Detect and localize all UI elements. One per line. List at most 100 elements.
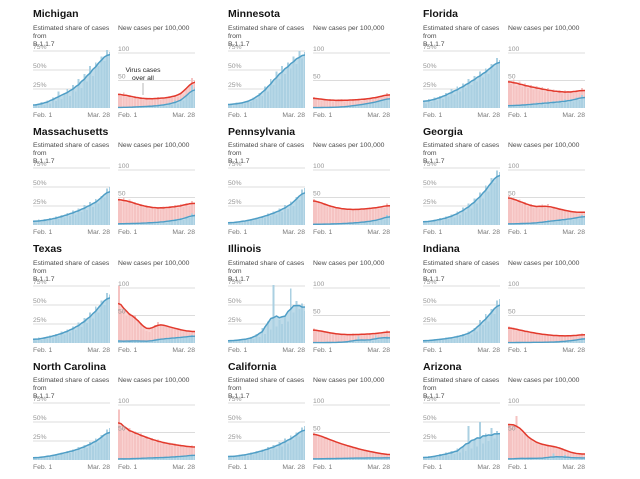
chart-pair: Estimated share of cases from B.1.1.7 75% 5… [228, 377, 390, 471]
x-label-start: Feb. 1 [118, 464, 138, 472]
share-chart-label-line2: B.1.1.7 [33, 275, 55, 283]
x-label-end: Mar. 28 [172, 111, 195, 119]
share-tick-label: 50% [228, 298, 242, 305]
cases-chart-label: New cases per 100,000 [118, 25, 195, 42]
cases-tick-label: 100 [313, 163, 325, 170]
cases-tick-label: 50 [508, 191, 516, 198]
share-tick-label: 75% [228, 396, 242, 403]
share-chart-block: Estimated share of cases from B.1.1.7 75% 5… [228, 377, 305, 471]
cases-chart-label: New cases per 100,000 [508, 142, 585, 159]
state-title: California [228, 360, 277, 373]
share-bars [423, 170, 500, 226]
cases-chart-block: New cases per 100,000 100 50 Virus cases ove… [118, 25, 195, 119]
tick-labels: 75% 50% 25% [423, 279, 437, 324]
x-label-end: Mar. 28 [477, 346, 500, 354]
share-tick-label: 25% [228, 82, 242, 89]
gridlines [508, 287, 585, 316]
cases-x-axis-labels: Feb. 1 Mar. 28 [508, 464, 585, 471]
share-chart-label-line2: B.1.1.7 [228, 40, 250, 48]
cases-trend-line [118, 199, 195, 209]
x-label-start: Feb. 1 [228, 229, 248, 237]
share-chart-label-line1: Estimated share of cases from [423, 24, 500, 40]
cases-x-axis-labels: Feb. 1 Mar. 28 [118, 112, 195, 119]
share-chart-label-line2: B.1.1.7 [423, 40, 445, 48]
cases-tick-label: 100 [313, 398, 325, 405]
share-chart-block: Estimated share of cases from B.1.1.7 75% 5… [33, 25, 110, 119]
cases-trend-line [508, 197, 585, 214]
share-tick-label: 50% [228, 415, 242, 422]
share-chart-label: Estimated share of cases from B.1.1.7 [423, 142, 500, 165]
gridlines [118, 287, 195, 316]
share-chart-label-line1: Estimated share of cases from [228, 24, 305, 40]
cases-chart: 100 50 [313, 398, 390, 461]
cases-chart-label-line1: New cases per 100,000 [313, 377, 385, 385]
cases-chart-label: New cases per 100,000 [508, 260, 585, 277]
share-bars [228, 425, 305, 461]
cases-chart-block: New cases per 100,000 100 50 Feb. 1 Mar. 28 [118, 142, 195, 236]
gridlines [313, 169, 390, 198]
tick-labels: 100 50 [118, 398, 130, 433]
share-chart-label-line2: B.1.1.7 [423, 158, 445, 166]
share-chart-block: Estimated share of cases from B.1.1.7 75% 5… [423, 377, 500, 471]
share-chart-label: Estimated share of cases from B.1.1.7 [423, 260, 500, 283]
share-bars [228, 50, 305, 108]
share-chart-block: Estimated share of cases from B.1.1.7 75% 5… [423, 260, 500, 354]
b117-trend-line [118, 88, 195, 108]
cases-chart: 100 50 [313, 163, 390, 226]
share-tick-label: 25% [33, 199, 47, 206]
share-chart-label-line2: B.1.1.7 [228, 393, 250, 401]
share-chart: 75% 50% 25% [228, 396, 305, 461]
cases-chart: 100 50 [118, 398, 195, 461]
cases-tick-label: 100 [508, 281, 520, 288]
share-chart-block: Estimated share of cases from B.1.1.7 75% 5… [33, 377, 110, 471]
x-label-start: Feb. 1 [423, 111, 443, 119]
share-bars [228, 284, 305, 343]
cases-chart-label-line1: New cases per 100,000 [118, 142, 190, 150]
share-chart: 75% 50% 25% [423, 44, 500, 108]
cases-chart-label-line1: New cases per 100,000 [313, 142, 385, 150]
share-tick-label: 25% [423, 199, 437, 206]
share-trend-line [423, 174, 500, 223]
cases-chart-label: New cases per 100,000 [313, 142, 390, 159]
cases-x-axis-labels: Feb. 1 Mar. 28 [508, 229, 585, 236]
state-panel-minnesota: Minnesota Estimated share of cases from B.… [228, 8, 390, 119]
chart-pair: Estimated share of cases from B.1.1.7 75% 5… [33, 142, 195, 236]
x-label-start: Feb. 1 [313, 229, 333, 237]
share-x-axis-labels: Feb. 1 Mar. 28 [423, 112, 500, 119]
share-tick-label: 25% [423, 317, 437, 324]
tick-labels: 100 50 [313, 163, 325, 198]
b117-cases-bars [508, 94, 585, 108]
state-title: Michigan [33, 8, 79, 20]
cases-chart-label: New cases per 100,000 [508, 377, 585, 394]
cases-chart-label-line1: New cases per 100,000 [313, 24, 385, 32]
b117-trend-line [313, 336, 390, 343]
tick-labels: 100 50 [508, 163, 520, 198]
share-tick-label: 50% [33, 298, 47, 305]
share-chart-label-line1: Estimated share of cases from [423, 142, 500, 158]
state-panel-illinois: Illinois Estimated share of cases from B.1… [228, 243, 390, 354]
cases-bars [508, 326, 585, 343]
state-title: Massachusetts [33, 125, 109, 138]
share-chart: 75% 50% 25% [423, 161, 500, 226]
x-label-end: Mar. 28 [87, 111, 110, 119]
share-chart-label: Estimated share of cases from B.1.1.7 [33, 25, 110, 48]
share-tick-label: 75% [33, 44, 47, 51]
x-label-start: Feb. 1 [228, 111, 248, 119]
share-tick-label: 50% [423, 180, 437, 187]
share-bars [423, 57, 500, 108]
share-x-axis-labels: Feb. 1 Mar. 28 [33, 229, 110, 236]
cases-bars [313, 199, 390, 226]
share-tick-label: 25% [33, 434, 47, 441]
share-chart-label-line2: B.1.1.7 [33, 393, 55, 401]
b117-trend-line [118, 454, 195, 460]
cases-tick-label: 100 [313, 281, 325, 288]
state-title: Georgia [423, 125, 463, 138]
cases-tick-label: 100 [118, 398, 130, 405]
x-label-end: Mar. 28 [367, 464, 390, 472]
x-label-end: Mar. 28 [282, 229, 305, 237]
share-tick-label: 25% [228, 317, 242, 324]
cases-tick-label: 50 [313, 73, 321, 80]
cases-x-axis-labels: Feb. 1 Mar. 28 [313, 347, 390, 354]
share-x-axis-labels: Feb. 1 Mar. 28 [33, 112, 110, 119]
state-panel-massachusetts: Massachusetts Estimated share of cases fr… [33, 125, 195, 236]
